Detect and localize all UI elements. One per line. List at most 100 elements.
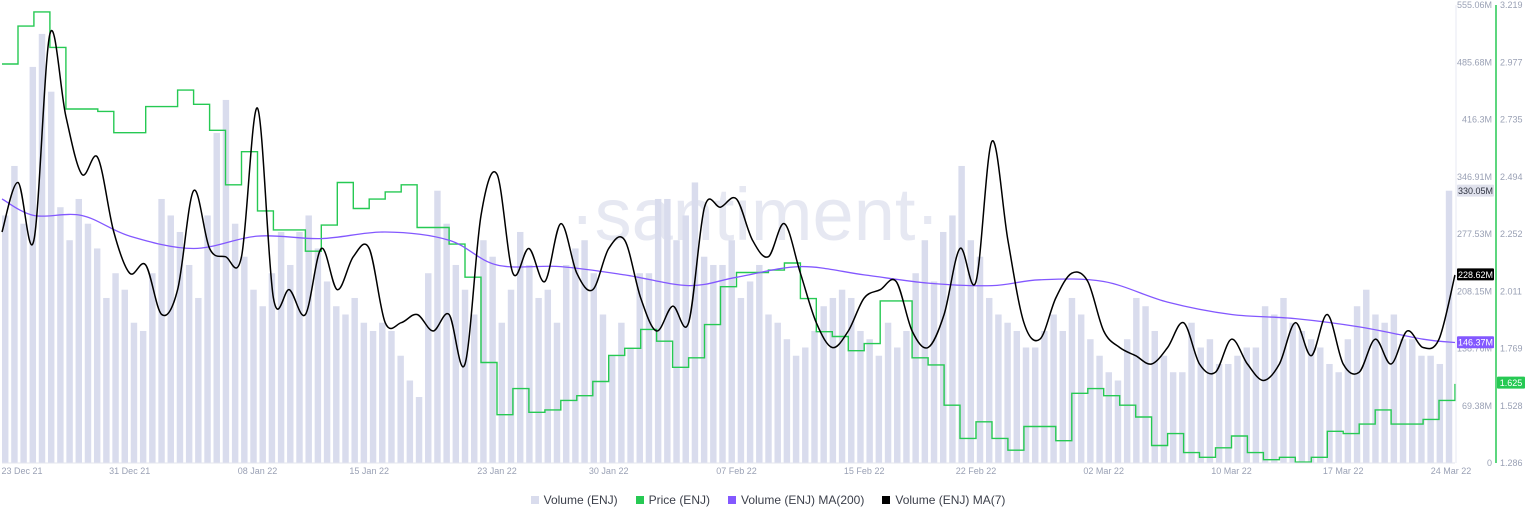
volume-bar xyxy=(1307,339,1315,463)
volume-bar xyxy=(121,289,128,463)
volume-bar xyxy=(912,273,919,463)
volume-bar xyxy=(268,273,276,463)
volume-bar xyxy=(664,198,671,463)
volume-tick-label: 69.38M xyxy=(1462,401,1492,411)
legend-label-price: Price (ENJ) xyxy=(648,493,710,507)
volume-bar xyxy=(1215,363,1223,463)
volume-bar xyxy=(1409,339,1416,463)
volume-bar xyxy=(516,231,524,463)
volume-bar xyxy=(1197,347,1204,463)
volume-bar xyxy=(1151,330,1158,463)
volume-bar xyxy=(976,256,984,463)
volume-bar xyxy=(489,256,496,463)
volume-bar xyxy=(1317,347,1324,463)
volume-bar xyxy=(1243,347,1250,463)
volume-bar xyxy=(1298,330,1306,463)
series-lines xyxy=(1,11,1456,463)
volume-bar xyxy=(995,314,1002,463)
volume-bar xyxy=(608,355,616,463)
volume-bar xyxy=(866,339,873,463)
legend-item-ma7[interactable]: Volume (ENJ) MA(7) xyxy=(882,493,1005,507)
volume-bar xyxy=(728,240,735,463)
x-tick-label: 15 Jan 22 xyxy=(349,466,389,476)
volume-bar xyxy=(1179,372,1186,463)
x-tick-label: 23 Dec 21 xyxy=(1,466,42,476)
volume-bar xyxy=(103,297,110,463)
volume-bar xyxy=(84,223,92,463)
volume-bar xyxy=(158,198,165,463)
volume-bar xyxy=(894,347,901,463)
volume-bar xyxy=(1326,363,1333,463)
x-tick-label: 31 Dec 21 xyxy=(109,466,150,476)
volume-bar xyxy=(1206,339,1214,463)
volume-bar xyxy=(1399,339,1407,463)
volume-last-badge: 330.05M xyxy=(1458,186,1493,196)
volume-bar xyxy=(1353,306,1361,463)
volume-bar xyxy=(967,240,975,463)
price-tick-label: 2.977 xyxy=(1500,57,1523,67)
volume-bar xyxy=(93,248,101,463)
volume-bar xyxy=(691,182,699,463)
volume-bar xyxy=(857,330,864,463)
ma200-last-badge: 146.37M xyxy=(1458,338,1493,348)
volume-bar xyxy=(581,240,588,463)
volume-bar xyxy=(369,330,377,463)
volume-tick-label: 0 xyxy=(1487,458,1492,468)
volume-bar xyxy=(333,306,340,463)
volume-bar xyxy=(1436,363,1444,463)
volume-bar xyxy=(1133,297,1140,463)
volume-last-badge-bg xyxy=(1457,184,1494,197)
volume-bar xyxy=(112,273,119,463)
volume-tick-label: 208.15M xyxy=(1457,286,1492,296)
volume-bar xyxy=(480,240,487,463)
volume-bar xyxy=(250,289,257,463)
x-tick-label: 02 Mar 22 xyxy=(1083,466,1124,476)
volume-bar xyxy=(323,281,331,463)
volume-bar xyxy=(820,306,827,463)
volume-bar xyxy=(314,248,322,463)
volume-bar xyxy=(645,273,653,463)
volume-bar xyxy=(848,297,855,463)
volume-bar xyxy=(406,380,414,463)
volume-bar xyxy=(1096,355,1103,463)
price-tick-label: 3.219 xyxy=(1500,0,1523,10)
x-tick-label: 07 Feb 22 xyxy=(716,466,757,476)
volume-bar xyxy=(719,264,726,463)
volume-bar xyxy=(287,264,294,463)
volume-bar xyxy=(811,330,818,463)
volume-bar xyxy=(1105,372,1112,463)
volume-bar xyxy=(29,66,37,464)
legend-label-ma200: Volume (ENJ) MA(200) xyxy=(740,493,865,507)
volume-bar xyxy=(1427,355,1434,463)
volume-bar xyxy=(66,240,73,463)
volume-bar xyxy=(75,198,83,463)
volume-bar xyxy=(949,215,956,463)
volume-bar xyxy=(1114,380,1122,463)
price-tick-label: 1.769 xyxy=(1500,344,1523,354)
volume-bar xyxy=(149,273,156,463)
volume-bar xyxy=(379,322,386,463)
volume-bar xyxy=(1280,297,1287,463)
x-tick-label: 30 Jan 22 xyxy=(589,466,629,476)
volume-bar xyxy=(802,347,809,463)
x-tick-label: 08 Jan 22 xyxy=(238,466,278,476)
legend-item-ma200[interactable]: Volume (ENJ) MA(200) xyxy=(727,493,865,507)
legend-item-volume[interactable]: Volume (ENJ) xyxy=(530,493,618,507)
price-tick-label: 2.252 xyxy=(1500,229,1523,239)
legend-item-price[interactable]: Price (ENJ) xyxy=(635,493,710,507)
volume-bar xyxy=(471,314,478,463)
volume-bar xyxy=(930,281,938,463)
volume-bar xyxy=(746,281,754,463)
volume-bar xyxy=(443,223,450,463)
volume-bar xyxy=(296,231,303,463)
volume-bar xyxy=(38,33,46,464)
price-line xyxy=(2,11,1456,463)
volume-tick-label: 138.76M xyxy=(1457,344,1492,354)
volume-bar xyxy=(204,215,211,463)
volume-bar xyxy=(1068,297,1076,463)
volume-bar xyxy=(572,248,579,463)
ma7-line xyxy=(1,30,1456,382)
legend-swatch-volume xyxy=(530,496,539,504)
volume-bar xyxy=(737,297,745,463)
volume-bar xyxy=(1234,355,1241,463)
